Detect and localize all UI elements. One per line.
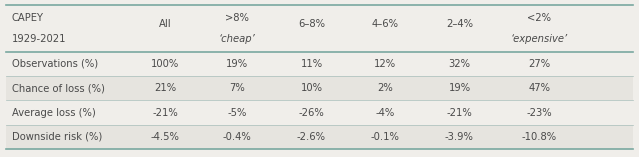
Text: 27%: 27%	[528, 59, 550, 69]
Bar	[6, 125, 633, 149]
Text: -2.6%: -2.6%	[297, 132, 326, 142]
Text: -21%: -21%	[152, 108, 178, 118]
Text: 4–6%: 4–6%	[371, 19, 399, 29]
Text: 2–4%: 2–4%	[446, 19, 473, 29]
Text: 21%: 21%	[154, 83, 176, 93]
Text: ‘cheap’: ‘cheap’	[219, 34, 256, 44]
Text: -4.5%: -4.5%	[151, 132, 180, 142]
Text: 7%: 7%	[229, 83, 245, 93]
Text: ‘expensive’: ‘expensive’	[511, 34, 568, 44]
Text: -23%: -23%	[527, 108, 552, 118]
Text: 2%: 2%	[377, 83, 393, 93]
Text: 6–8%: 6–8%	[298, 19, 325, 29]
Text: Downside risk (%): Downside risk (%)	[12, 132, 102, 142]
Text: Chance of loss (%): Chance of loss (%)	[12, 83, 104, 93]
Text: CAPEY: CAPEY	[12, 13, 43, 23]
Text: All: All	[159, 19, 171, 29]
Text: 19%: 19%	[226, 59, 248, 69]
Text: 100%: 100%	[151, 59, 180, 69]
Text: -21%: -21%	[447, 108, 472, 118]
Text: 32%: 32%	[449, 59, 470, 69]
Text: -0.4%: -0.4%	[223, 132, 251, 142]
Text: -0.1%: -0.1%	[371, 132, 399, 142]
Text: -10.8%: -10.8%	[522, 132, 557, 142]
Text: 47%: 47%	[528, 83, 550, 93]
Text: -3.9%: -3.9%	[445, 132, 474, 142]
Text: 12%: 12%	[374, 59, 396, 69]
Text: 11%: 11%	[300, 59, 323, 69]
Text: 1929-2021: 1929-2021	[12, 34, 66, 44]
Text: <2%: <2%	[527, 13, 551, 23]
Text: 19%: 19%	[449, 83, 470, 93]
Text: 10%: 10%	[300, 83, 323, 93]
Text: >8%: >8%	[225, 13, 249, 23]
Text: Observations (%): Observations (%)	[12, 59, 98, 69]
Bar	[6, 76, 633, 100]
Text: -5%: -5%	[227, 108, 247, 118]
Text: -26%: -26%	[298, 108, 325, 118]
Text: -4%: -4%	[375, 108, 395, 118]
Text: Average loss (%): Average loss (%)	[12, 108, 95, 118]
